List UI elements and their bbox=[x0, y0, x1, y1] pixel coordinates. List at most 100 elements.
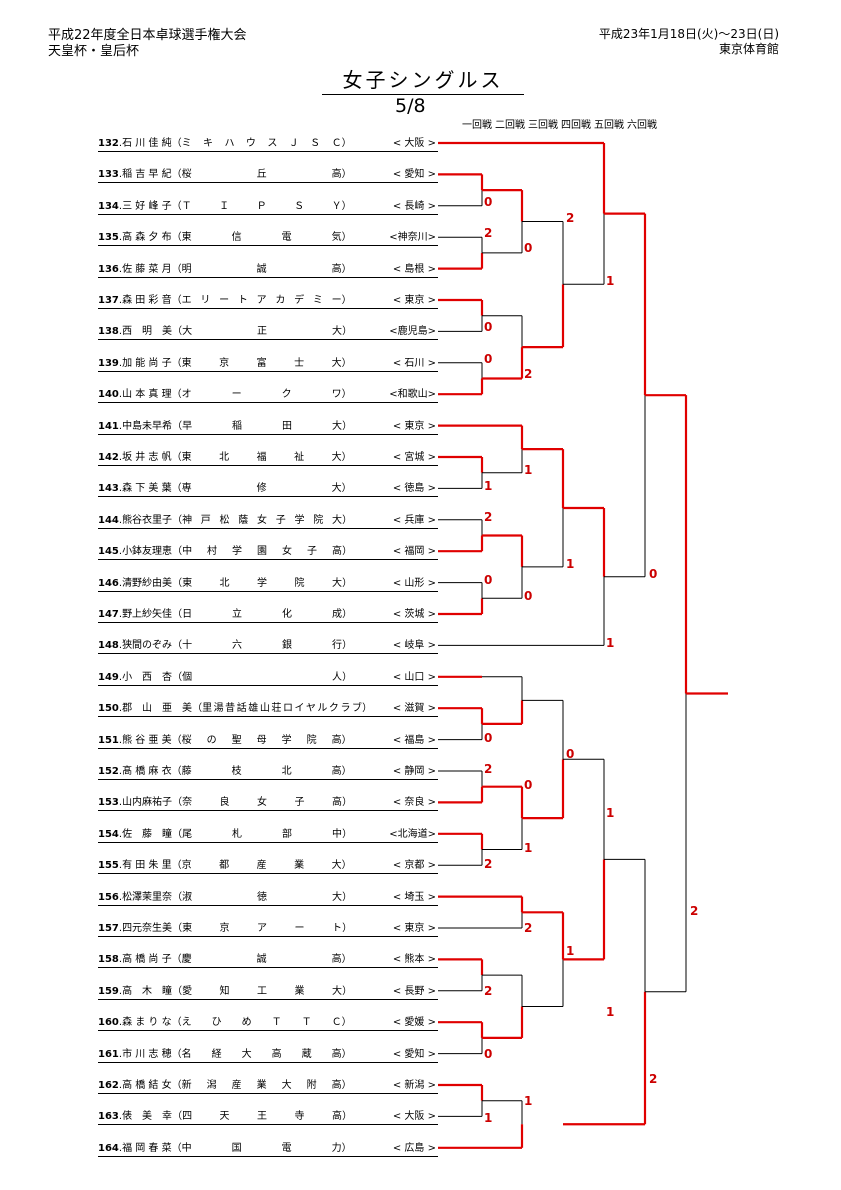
match-score: 0 bbox=[484, 195, 492, 209]
player-dot: . bbox=[118, 766, 123, 777]
player-affiliation: 尾 札 部 中 bbox=[182, 828, 343, 840]
player-number: 158 bbox=[98, 954, 119, 966]
player-prefecture: < 大阪 > bbox=[392, 1111, 436, 1123]
paren-open: （ bbox=[172, 514, 183, 526]
player-affiliation: 十 六 銀 行 bbox=[182, 640, 343, 652]
player-name: 森 ま り な bbox=[122, 1017, 172, 1029]
match-score: 2 bbox=[484, 762, 492, 776]
player-prefecture: < 滋賀 > bbox=[392, 703, 436, 715]
player-row: 163.俵 美 幸（四 天 王 寺 高） < 大阪 > bbox=[98, 1109, 438, 1126]
paren-open: （ bbox=[171, 766, 182, 777]
player-name: 髙 橋 麻 衣 bbox=[122, 766, 172, 777]
paren-open: （ bbox=[172, 828, 183, 840]
player-affiliation: 中 村 学 園 女 子 高 bbox=[182, 546, 343, 558]
player-affiliation: 新 潟 産 業 大 附 高 bbox=[181, 1080, 342, 1091]
player-row: 161.市 川 志 穂（名 経 大 高 蔵 高） < 愛知 > bbox=[98, 1047, 438, 1063]
player-number: 133 bbox=[98, 169, 119, 181]
player-prefecture: < 奈良 > bbox=[392, 797, 436, 809]
player-number: 138 bbox=[98, 326, 119, 338]
player-number: 132 bbox=[98, 138, 119, 149]
player-name: 三 好 峰 子 bbox=[122, 200, 172, 212]
player-dot: . bbox=[118, 1080, 123, 1091]
player-number: 161 bbox=[98, 1048, 119, 1060]
paren-open: （ bbox=[171, 734, 182, 746]
tournament-title-line2: 天皇杯・皇后杯 bbox=[48, 44, 140, 59]
player-affiliation: 東 信 電 気 bbox=[181, 232, 342, 244]
paren-close: ） bbox=[341, 860, 352, 872]
paren-close: ） bbox=[342, 546, 353, 558]
player-number: 162 bbox=[98, 1080, 119, 1091]
player-prefecture: < 島根 > bbox=[392, 263, 436, 275]
player-dot: . bbox=[118, 891, 123, 903]
player-number: 136 bbox=[98, 263, 119, 275]
player-row: 162.高 橋 結 女（新 潟 産 業 大 附 高） < 新潟 > bbox=[98, 1078, 438, 1094]
player-affiliation: 大 正 大 bbox=[182, 326, 343, 338]
player-number: 159 bbox=[98, 985, 119, 997]
player-affiliation: 専 修 大 bbox=[181, 483, 342, 495]
player-name: 四元奈生美 bbox=[122, 923, 173, 934]
player-number: 135 bbox=[98, 232, 119, 244]
paren-close: ） bbox=[342, 640, 353, 652]
paren-open: （ bbox=[171, 295, 182, 306]
player-number: 160 bbox=[98, 1017, 119, 1029]
player-row: 133.稲 吉 早 紀（桜 丘 高） < 愛知 > bbox=[98, 167, 438, 184]
paren-open: （ bbox=[172, 891, 183, 903]
paren-close: ） bbox=[341, 483, 352, 495]
player-row: 146.清野紗由美（東 北 学 院 大） < 山形 > bbox=[98, 576, 438, 592]
player-dot: . bbox=[118, 985, 123, 997]
player-affiliation: 東 北 福 祉 大 bbox=[181, 452, 342, 463]
paren-open: （ bbox=[171, 389, 182, 401]
player-number: 154 bbox=[98, 828, 119, 840]
player-row: 141.中島未早希（早 稲 田 大） < 東京 > bbox=[98, 419, 438, 435]
paren-close: ） bbox=[362, 703, 373, 715]
player-number: 149 bbox=[98, 671, 119, 683]
match-score: 2 bbox=[690, 904, 698, 918]
player-name: 佐 藤 瞳 bbox=[122, 828, 173, 840]
player-prefecture: < 東京 > bbox=[392, 923, 436, 934]
player-name: 山内麻祐子 bbox=[122, 797, 173, 809]
player-name: 清野紗由美 bbox=[122, 577, 173, 589]
match-score: 1 bbox=[524, 841, 532, 855]
player-row: 140.山 本 真 理（オ ー ク ワ） <和歌山> bbox=[98, 387, 438, 404]
player-prefecture: < 兵庫 > bbox=[392, 514, 436, 526]
player-name: 高 橋 尚 子 bbox=[122, 954, 172, 966]
player-prefecture: < 宮城 > bbox=[392, 452, 436, 463]
paren-open: （ bbox=[172, 326, 183, 338]
player-affiliation: Ｔ Ｉ Ｐ Ｓ Ｙ bbox=[181, 200, 342, 212]
player-dot: . bbox=[118, 797, 123, 809]
paren-open: （ bbox=[172, 640, 183, 652]
paren-close: ） bbox=[341, 357, 352, 369]
player-number: 140 bbox=[98, 389, 119, 401]
paren-close: ） bbox=[341, 1142, 352, 1154]
paren-close: ） bbox=[341, 766, 352, 777]
paren-close: ） bbox=[342, 923, 353, 934]
round-label: 二回戦 bbox=[495, 120, 525, 131]
player-name: 石 川 佳 純 bbox=[122, 138, 172, 149]
round-header: 一回戦 二回戦 三回戦 四回戦 五回戦 六回戦 bbox=[462, 116, 660, 131]
player-prefecture: < 愛知 > bbox=[392, 1048, 436, 1060]
paren-open: （ bbox=[172, 923, 183, 934]
player-row: 158.高 橋 尚 子（慶 誠 高） < 熊本 > bbox=[98, 952, 438, 969]
match-score: 0 bbox=[524, 241, 532, 255]
player-name: 高 木 瞳 bbox=[122, 985, 173, 997]
paren-close: ） bbox=[341, 734, 352, 746]
player-number: 141 bbox=[98, 420, 119, 432]
player-row: 147.野上紗矢佳（日 立 化 成） < 茨城 > bbox=[98, 607, 438, 623]
player-affiliation: 中 国 電 力 bbox=[181, 1142, 342, 1154]
player-row: 144.熊谷衣里子（神 戸 松 蔭 女 子 学 院 大） < 兵庫 > bbox=[98, 513, 438, 529]
player-row: 137.森 田 彩 音（エリートアカデミー） < 東京 > bbox=[98, 293, 438, 309]
player-affiliation: 桜 丘 高 bbox=[181, 169, 342, 181]
player-row: 138.西 明 美（大 正 大） <鹿児島> bbox=[98, 324, 438, 341]
player-dot: . bbox=[118, 295, 123, 306]
paren-close: ） bbox=[342, 891, 353, 903]
player-dot: . bbox=[118, 828, 123, 840]
player-affiliation: 早 稲 田 大 bbox=[182, 420, 343, 432]
player-dot: . bbox=[118, 326, 123, 338]
player-prefecture: < 大阪 > bbox=[392, 138, 436, 149]
player-number: 147 bbox=[98, 609, 119, 620]
player-number: 156 bbox=[98, 891, 119, 903]
match-score: 1 bbox=[484, 1111, 492, 1125]
paren-open: （ bbox=[172, 797, 183, 809]
paren-open: （ bbox=[171, 1048, 182, 1060]
